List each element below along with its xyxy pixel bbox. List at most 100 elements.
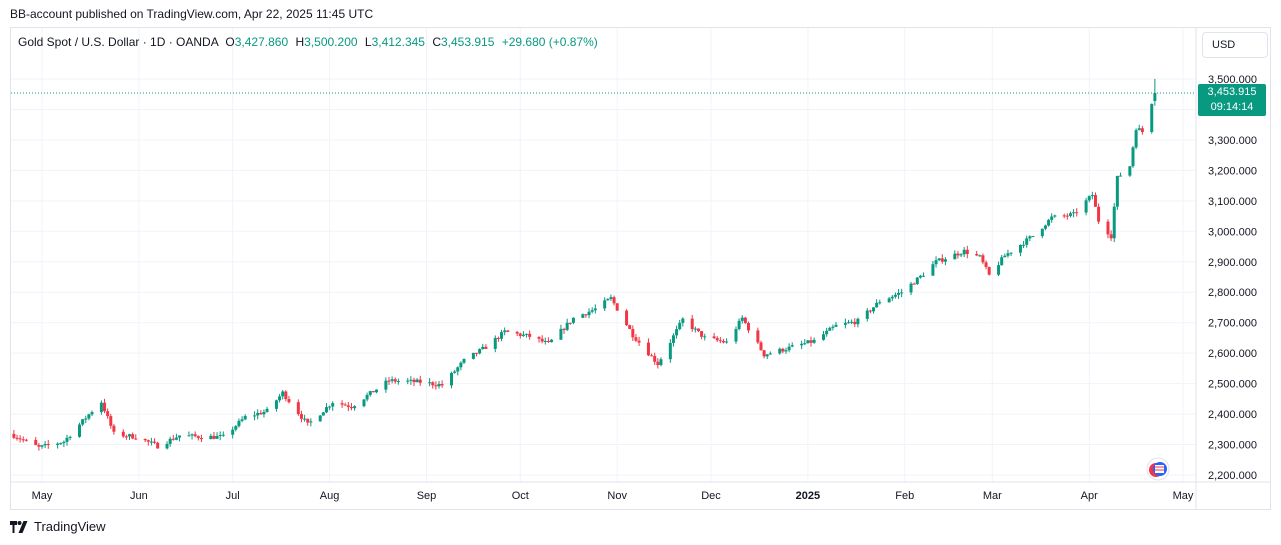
candle-body [353,406,357,409]
candle-body [318,415,322,422]
candle-body [1050,216,1054,220]
y-tick-label: 3,500.000 [1208,74,1257,86]
open-value: 3,427.860 [234,35,289,49]
y-tick-label: 3,100.000 [1208,196,1257,208]
candle-body [253,415,257,417]
candle-body [103,402,107,412]
candle-body [1106,221,1110,235]
candle-body [506,330,510,332]
candle-body [1084,200,1088,213]
candle-body [471,352,475,359]
candle-body [787,346,791,351]
x-tick-label: Apr [1081,490,1098,502]
candle-body [1153,93,1157,101]
x-tick-label: Aug [320,490,340,502]
candle-body [1003,255,1007,258]
candle-body [90,412,94,415]
candle-body [281,391,285,397]
candle-body [671,335,675,343]
candle-body [646,342,650,356]
candle-body [124,436,128,438]
candle-body [231,429,235,435]
currency-button[interactable]: USD [1202,32,1268,58]
candle-body [371,391,375,393]
candle-body [987,267,991,275]
candle-body [1109,234,1113,239]
candle-body [915,277,919,284]
candle-body [481,346,485,350]
candle-body [437,384,441,387]
candle-body [828,327,832,331]
symbol-title[interactable]: Gold Spot / U.S. Dollar · 1D · OANDA [18,35,219,49]
candle-body [559,328,563,340]
candle-body [199,438,203,440]
candle-body [1134,130,1138,148]
candle-body [678,322,682,330]
candle-body [256,412,260,416]
candle-body [543,340,547,342]
candle-body [656,361,660,366]
candle-body [715,338,719,341]
candle-body [525,333,529,335]
candle-body [693,328,697,330]
last-price-badge: 3,453.915 09:14:14 [1198,84,1266,117]
candle-body [703,336,707,338]
candle-body [953,253,957,260]
candle-body [725,341,729,343]
close-label: C [432,35,441,49]
candle-body [459,362,463,368]
candle-body [696,328,700,332]
y-tick-label: 2,900.000 [1208,257,1257,269]
x-tick-label: Sep [417,490,437,502]
candle-body [834,324,838,327]
candle-body [434,385,438,387]
candle-body [218,435,222,437]
candle-body [734,329,738,342]
candle-body [59,443,63,445]
candle-body [112,425,116,432]
candle-body [546,340,550,343]
candle-body [1028,236,1032,239]
candle-body [1118,175,1122,177]
candle-body [781,348,785,352]
candle-body [131,434,135,439]
candle-body [65,437,69,442]
candle-body [581,314,585,318]
time-axis: May Jun Jul Aug Sep Oct Nov Dec 2025 Feb Mar Apr May [32,490,1194,502]
candle-body [34,439,38,446]
footer-brand[interactable]: TradingView [10,519,106,534]
candle-body [87,414,91,419]
candle-body [603,300,607,309]
candle-body [587,311,591,316]
candle-body [909,283,913,293]
candle-body [897,292,901,295]
candle-body [1131,147,1135,167]
x-tick-label: Dec [701,490,721,502]
candle-body [68,436,72,438]
candle-body [803,343,807,345]
candle-body [121,431,125,437]
candle-body [462,358,466,363]
candle-body [609,297,613,299]
candle-body [612,297,616,304]
candle-body [1018,244,1022,253]
candle-body [243,416,247,420]
candle-body [478,349,482,354]
candle-body [234,426,238,430]
candle-body [440,384,444,386]
candle-body [1043,225,1047,229]
candle-body [209,435,213,440]
candle-body [965,249,969,254]
candle-body [922,275,926,277]
low-label: L [364,35,372,49]
candle-body [156,442,160,449]
y-tick-label: 3,200.000 [1208,165,1257,177]
candle-body [278,396,282,401]
candle-body [700,331,704,337]
candle-body [518,333,522,336]
candle-body [893,294,897,297]
x-tick-label: Feb [895,490,914,502]
candle-body [1097,206,1101,222]
tradingview-logo-icon [10,520,28,533]
